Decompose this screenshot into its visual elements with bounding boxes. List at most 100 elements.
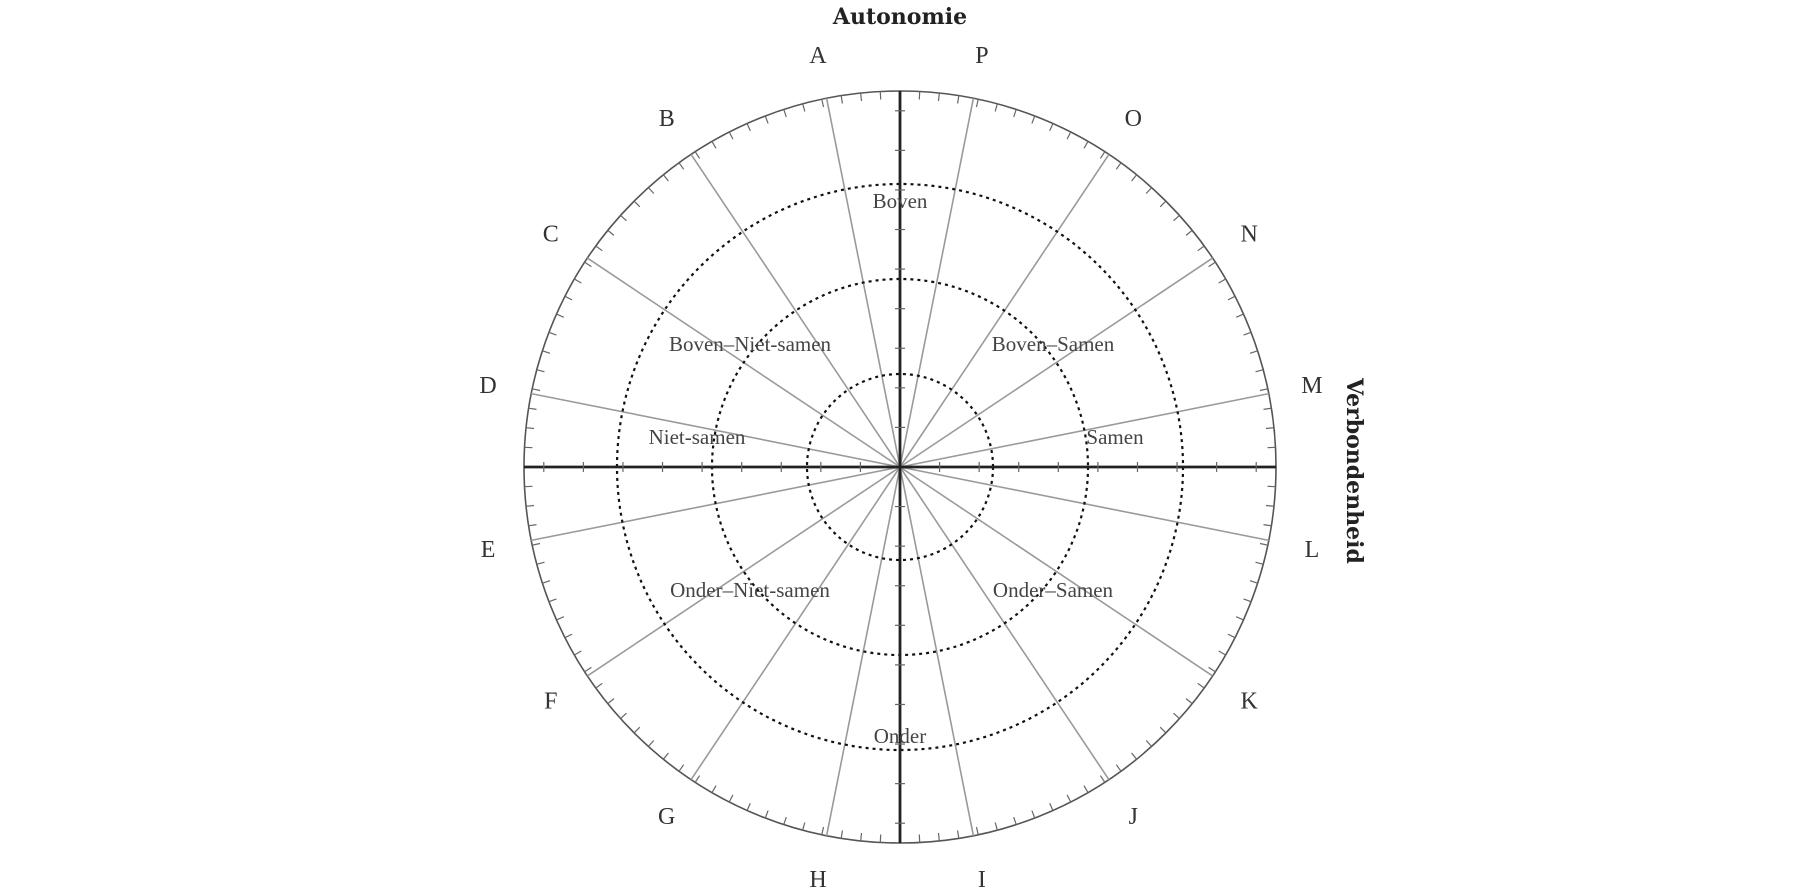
rim-tick: [548, 598, 557, 603]
rim-tick: [860, 832, 863, 841]
rim-tick: [536, 561, 545, 565]
rim-tick: [1159, 726, 1167, 734]
rim-tick: [1208, 666, 1216, 673]
rim-tick: [764, 115, 769, 124]
rim-tick: [1049, 802, 1054, 811]
rim-tick: [694, 151, 701, 159]
rim-tick: [694, 775, 701, 783]
region-label-niet-samen: Niet-samen: [649, 425, 746, 449]
rim-tick: [1263, 524, 1272, 527]
rim-tick: [994, 103, 998, 112]
rim-tick: [1145, 740, 1153, 747]
rim-tick: [1145, 187, 1153, 194]
rim-tick: [536, 369, 545, 373]
rim-tick: [1185, 698, 1193, 705]
sector-letter-f: F: [544, 688, 557, 714]
rim-tick: [1013, 816, 1017, 825]
rim-tick: [728, 131, 734, 140]
sector-letter-o: O: [1125, 106, 1142, 132]
rim-tick: [746, 802, 751, 811]
rim-tick: [802, 103, 806, 112]
rim-tick: [1099, 775, 1106, 783]
rim-tick: [1131, 174, 1138, 182]
sector-letter-p: P: [975, 43, 988, 69]
rim-tick: [1218, 278, 1226, 284]
rim-tick: [802, 822, 806, 831]
rim-tick: [1227, 633, 1236, 639]
rim-tick: [542, 580, 551, 584]
rim-tick: [937, 832, 940, 841]
rim-tick: [994, 822, 998, 831]
rim-tick: [1259, 388, 1268, 392]
sector-spoke-line: [825, 466, 901, 836]
region-label-onder-niet-samen: Onder–Niet-samen: [670, 578, 830, 602]
rim-tick: [1249, 350, 1258, 354]
rim-tick: [783, 109, 787, 118]
sector-letter-b: B: [659, 106, 675, 132]
rim-tick: [1173, 214, 1180, 222]
rim-tick: [647, 740, 655, 747]
rim-tick: [1235, 313, 1244, 318]
rim-tick: [584, 261, 592, 268]
rim-tick: [647, 187, 655, 194]
rim-tick: [1099, 151, 1106, 159]
rim-tick: [975, 826, 979, 835]
rim-tick: [1131, 752, 1138, 760]
rim-tick: [1265, 427, 1274, 430]
rim-tick: [1049, 123, 1054, 132]
rim-tick: [595, 245, 603, 252]
rim-tick: [1185, 229, 1193, 236]
rim-tick: [607, 229, 615, 236]
rim-tick: [528, 407, 537, 410]
region-label-samen: Samen: [1086, 425, 1144, 449]
rim-tick: [564, 633, 573, 639]
rim-tick: [821, 99, 825, 108]
rim-tick: [607, 698, 615, 705]
rim-tick: [678, 764, 685, 772]
rim-tick: [528, 524, 537, 527]
axis-title-autonomie: Autonomie: [832, 4, 967, 30]
rim-tick: [937, 93, 940, 102]
rim-tick: [1159, 200, 1167, 208]
rim-tick: [860, 93, 863, 102]
rim-tick: [1235, 616, 1244, 621]
rim-tick: [620, 712, 627, 720]
rim-tick: [620, 214, 627, 222]
rim-tick: [633, 200, 641, 208]
sector-spokes: [531, 98, 1269, 836]
rim-tick: [746, 123, 751, 132]
sector-spoke-line: [899, 466, 975, 836]
rim-tick: [1243, 331, 1252, 336]
sector-letter-j: J: [1129, 804, 1138, 830]
rim-tick: [532, 542, 541, 546]
rim-tick: [1031, 810, 1036, 819]
rim-tick: [1227, 295, 1236, 301]
rim-tick: [1259, 542, 1268, 546]
rim-tick: [1197, 245, 1205, 252]
rim-tick: [564, 295, 573, 301]
region-label-onder: Onder: [874, 724, 926, 748]
rim-tick: [728, 794, 734, 803]
rim-tick: [678, 162, 685, 170]
sector-spoke-line: [899, 466, 1214, 677]
rim-tick: [1066, 131, 1072, 140]
sector-letters: A P O N M L K J I H G F E D C B: [479, 43, 1322, 888]
rim-tick: [1066, 794, 1072, 803]
sector-letter-n: N: [1241, 222, 1258, 248]
region-label-boven: Boven: [873, 189, 928, 213]
rim-tick: [556, 616, 565, 621]
sector-letter-g: G: [658, 804, 675, 830]
rim-tick: [1218, 650, 1226, 656]
rim-tick: [526, 504, 535, 507]
rim-tick: [1013, 109, 1017, 118]
rim-ticks: [524, 91, 1276, 843]
rim-tick: [1243, 598, 1252, 603]
rim-tick: [821, 826, 825, 835]
rim-tick: [711, 141, 717, 149]
rim-tick: [542, 350, 551, 354]
rim-tick: [1115, 162, 1122, 170]
rim-tick: [711, 785, 717, 793]
rim-tick: [1173, 712, 1180, 720]
region-label-boven-samen: Boven–Samen: [992, 332, 1115, 356]
